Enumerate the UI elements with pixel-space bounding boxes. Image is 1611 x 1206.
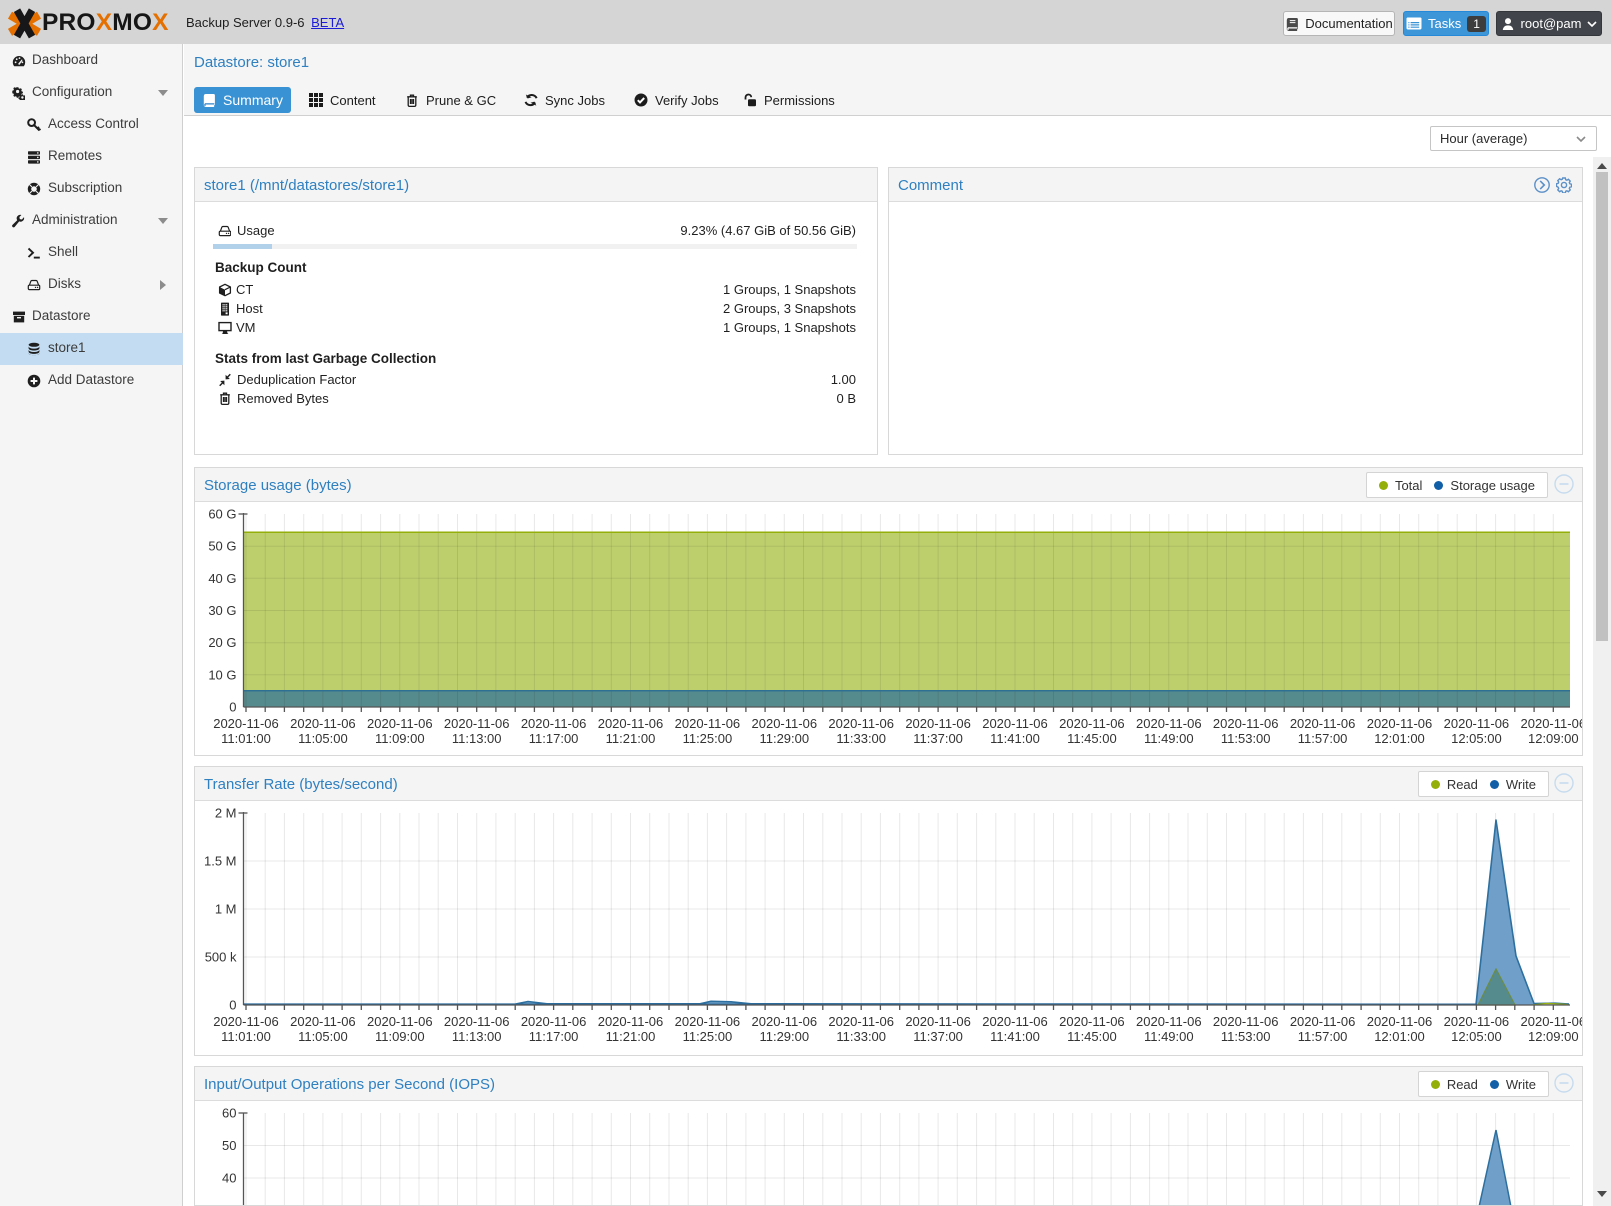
svg-text:2020-11-06: 2020-11-06 <box>1521 716 1582 731</box>
svg-text:2020-11-06: 2020-11-06 <box>1059 716 1125 731</box>
svg-text:11:33:00: 11:33:00 <box>836 731 886 746</box>
svg-text:12:05:00: 12:05:00 <box>1451 1029 1502 1044</box>
svg-text:0: 0 <box>229 998 236 1013</box>
svg-text:40 G: 40 G <box>208 571 236 586</box>
svg-text:30 G: 30 G <box>208 603 236 618</box>
svg-text:1 M: 1 M <box>215 902 237 917</box>
svg-text:11:17:00: 11:17:00 <box>529 731 579 746</box>
svg-text:50 G: 50 G <box>208 539 236 554</box>
svg-text:2020-11-06: 2020-11-06 <box>290 1014 356 1029</box>
svg-text:2020-11-06: 2020-11-06 <box>1367 716 1433 731</box>
svg-text:11:29:00: 11:29:00 <box>759 1029 809 1044</box>
svg-text:12:01:00: 12:01:00 <box>1374 1029 1425 1044</box>
svg-text:11:41:00: 11:41:00 <box>990 1029 1040 1044</box>
svg-text:2020-11-06: 2020-11-06 <box>1290 716 1356 731</box>
svg-text:2020-11-06: 2020-11-06 <box>213 1014 279 1029</box>
svg-text:11:45:00: 11:45:00 <box>1067 731 1117 746</box>
svg-text:2020-11-06: 2020-11-06 <box>982 716 1048 731</box>
svg-text:2020-11-06: 2020-11-06 <box>367 1014 433 1029</box>
svg-text:11:33:00: 11:33:00 <box>836 1029 886 1044</box>
svg-text:2020-11-06: 2020-11-06 <box>675 1014 741 1029</box>
svg-text:11:01:00: 11:01:00 <box>221 1029 271 1044</box>
svg-text:2020-11-06: 2020-11-06 <box>828 1014 894 1029</box>
svg-text:2020-11-06: 2020-11-06 <box>290 716 356 731</box>
svg-text:11:57:00: 11:57:00 <box>1298 731 1348 746</box>
svg-text:11:49:00: 11:49:00 <box>1144 731 1194 746</box>
svg-text:11:53:00: 11:53:00 <box>1221 1029 1271 1044</box>
svg-text:2020-11-06: 2020-11-06 <box>598 1014 664 1029</box>
svg-text:11:01:00: 11:01:00 <box>221 731 271 746</box>
svg-text:11:53:00: 11:53:00 <box>1221 731 1271 746</box>
svg-text:1.5 M: 1.5 M <box>204 854 237 869</box>
svg-text:2020-11-06: 2020-11-06 <box>1290 1014 1356 1029</box>
svg-text:11:09:00: 11:09:00 <box>375 1029 425 1044</box>
svg-text:2020-11-06: 2020-11-06 <box>521 716 587 731</box>
svg-text:12:09:00: 12:09:00 <box>1528 1029 1579 1044</box>
svg-text:2020-11-06: 2020-11-06 <box>598 716 664 731</box>
svg-text:60: 60 <box>222 1106 236 1121</box>
svg-text:11:45:00: 11:45:00 <box>1067 1029 1117 1044</box>
svg-text:2020-11-06: 2020-11-06 <box>444 716 510 731</box>
svg-text:2020-11-06: 2020-11-06 <box>1444 1014 1510 1029</box>
svg-text:2020-11-06: 2020-11-06 <box>1059 1014 1125 1029</box>
svg-text:10 G: 10 G <box>208 667 236 682</box>
svg-text:12:01:00: 12:01:00 <box>1374 731 1425 746</box>
svg-text:11:09:00: 11:09:00 <box>375 731 425 746</box>
svg-text:11:37:00: 11:37:00 <box>913 1029 963 1044</box>
svg-text:2020-11-06: 2020-11-06 <box>521 1014 587 1029</box>
svg-text:2020-11-06: 2020-11-06 <box>1444 716 1510 731</box>
svg-text:2020-11-06: 2020-11-06 <box>1521 1014 1582 1029</box>
svg-text:11:41:00: 11:41:00 <box>990 731 1040 746</box>
svg-text:500 k: 500 k <box>205 950 237 965</box>
svg-text:2020-11-06: 2020-11-06 <box>1213 716 1279 731</box>
svg-text:11:05:00: 11:05:00 <box>298 731 348 746</box>
svg-text:2 M: 2 M <box>215 806 237 821</box>
svg-text:11:25:00: 11:25:00 <box>683 1029 733 1044</box>
svg-text:11:49:00: 11:49:00 <box>1144 1029 1194 1044</box>
svg-text:11:13:00: 11:13:00 <box>452 1029 502 1044</box>
svg-text:2020-11-06: 2020-11-06 <box>752 1014 818 1029</box>
svg-text:2020-11-06: 2020-11-06 <box>1136 1014 1202 1029</box>
svg-text:2020-11-06: 2020-11-06 <box>1213 1014 1279 1029</box>
svg-text:2020-11-06: 2020-11-06 <box>905 716 971 731</box>
svg-text:0: 0 <box>229 700 236 715</box>
svg-text:11:17:00: 11:17:00 <box>529 1029 579 1044</box>
svg-text:11:21:00: 11:21:00 <box>606 1029 656 1044</box>
svg-text:2020-11-06: 2020-11-06 <box>982 1014 1048 1029</box>
svg-text:60 G: 60 G <box>208 507 236 522</box>
svg-text:2020-11-06: 2020-11-06 <box>905 1014 971 1029</box>
svg-text:50: 50 <box>222 1138 236 1153</box>
svg-text:2020-11-06: 2020-11-06 <box>1367 1014 1433 1029</box>
svg-text:11:25:00: 11:25:00 <box>683 731 733 746</box>
svg-text:20 G: 20 G <box>208 635 236 650</box>
svg-text:11:29:00: 11:29:00 <box>759 731 809 746</box>
svg-text:11:57:00: 11:57:00 <box>1298 1029 1348 1044</box>
svg-text:2020-11-06: 2020-11-06 <box>752 716 818 731</box>
svg-text:11:21:00: 11:21:00 <box>606 731 656 746</box>
svg-text:2020-11-06: 2020-11-06 <box>367 716 433 731</box>
svg-text:2020-11-06: 2020-11-06 <box>828 716 894 731</box>
svg-text:2020-11-06: 2020-11-06 <box>213 716 279 731</box>
svg-text:2020-11-06: 2020-11-06 <box>675 716 741 731</box>
svg-text:12:09:00: 12:09:00 <box>1528 731 1579 746</box>
svg-text:40: 40 <box>222 1171 236 1186</box>
svg-text:11:37:00: 11:37:00 <box>913 731 963 746</box>
svg-text:11:13:00: 11:13:00 <box>452 731 502 746</box>
svg-text:12:05:00: 12:05:00 <box>1451 731 1502 746</box>
svg-text:11:05:00: 11:05:00 <box>298 1029 348 1044</box>
svg-text:2020-11-06: 2020-11-06 <box>444 1014 510 1029</box>
svg-text:2020-11-06: 2020-11-06 <box>1136 716 1202 731</box>
